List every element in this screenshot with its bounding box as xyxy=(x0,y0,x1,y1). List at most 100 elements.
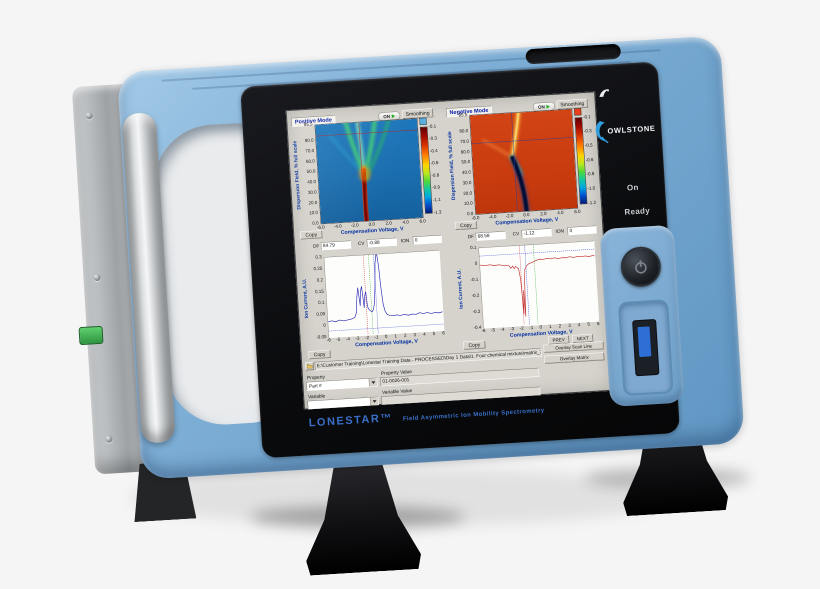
positive-scan-trace xyxy=(324,251,444,338)
negative-scan-plot[interactable] xyxy=(478,241,599,329)
lonestar-instrument: Positive Mode ON Smoothing Dispersion Fi… xyxy=(71,36,745,485)
tick-label: 2.0 xyxy=(540,211,547,216)
df-field[interactable]: 68.58 xyxy=(475,231,505,241)
tick-label: -3 xyxy=(510,327,514,332)
tick-label: 60.0 xyxy=(461,149,470,154)
negative-smoothing-button[interactable]: Smoothing xyxy=(557,99,588,110)
tick-label: -0.2 xyxy=(471,293,479,298)
cv-label: CV xyxy=(512,231,519,237)
tick-label: 0 xyxy=(539,325,542,330)
tick-label: -1.0 xyxy=(587,186,595,191)
power-icon xyxy=(632,258,649,275)
dropdown-button[interactable] xyxy=(369,378,377,386)
tick-label: 0.2 xyxy=(317,278,324,283)
chevron-down-icon xyxy=(371,381,375,384)
tick-label: 40.0 xyxy=(462,170,471,175)
tick-label: -0.6 xyxy=(586,157,594,162)
tick-label: -4 xyxy=(346,337,350,342)
toggle-led-icon xyxy=(546,104,550,108)
tick-label: -3 xyxy=(355,336,359,341)
negative-mode-panel: Negative Mode ON Smoothing Dispersion Fi… xyxy=(445,94,603,245)
toggle-on-label: ON xyxy=(383,114,390,119)
tick-label: 0 xyxy=(323,323,326,328)
negative-copy-button[interactable]: Copy xyxy=(455,221,477,230)
tick-label: 2 xyxy=(559,324,562,329)
tick-label: 30.0 xyxy=(308,190,317,195)
tick-label: -6 xyxy=(327,338,331,343)
tick-label: 0.25 xyxy=(313,266,322,271)
tick-label: 0.05 xyxy=(316,312,325,317)
cv-field[interactable]: -0.88 xyxy=(367,238,397,248)
positive-mode-panel: Positive Mode ON Smoothing Dispersion Fi… xyxy=(290,104,448,255)
ion-field[interactable]: 0 xyxy=(413,235,442,245)
tick-label: 0.0 xyxy=(368,222,375,227)
tick-label: 0.3 xyxy=(315,255,322,260)
tick-label: 6 xyxy=(442,331,445,336)
tick-label: 10.0 xyxy=(464,201,473,206)
tick-label: 95.5 xyxy=(458,113,467,118)
tick-label: -1 xyxy=(374,335,378,340)
tick-label: 30.0 xyxy=(463,180,472,185)
tick-label: -0.8 xyxy=(431,173,439,178)
df-field[interactable]: 84.79 xyxy=(321,240,351,250)
tick-label: 0.1 xyxy=(318,300,325,305)
variable-label: Variable xyxy=(308,393,325,400)
owl-mark-icon xyxy=(595,86,616,103)
ion-field[interactable]: 0 xyxy=(567,225,596,235)
lonestar-ui: Positive Mode ON Smoothing Dispersion Fi… xyxy=(286,91,614,409)
positive-scan-plot[interactable] xyxy=(324,250,445,338)
tick-label: -4.0 xyxy=(334,224,342,229)
ion-label: ION xyxy=(555,228,564,234)
tick-label: 2 xyxy=(404,333,407,338)
tick-label: 6.0 xyxy=(574,209,581,214)
tick-label: 80.0 xyxy=(459,129,468,134)
brand-name: OWLSTONE xyxy=(607,124,655,136)
tick-label: -2 xyxy=(365,336,369,341)
property-dropdown-value: Part # xyxy=(307,380,369,389)
tick-label: 70.0 xyxy=(460,139,469,144)
tick-label: -0.4 xyxy=(473,325,481,330)
tick-label: 1 xyxy=(394,334,397,339)
positive-scan-copy-button[interactable]: Copy xyxy=(308,350,330,359)
tick-label: 0 xyxy=(385,334,388,339)
tick-label: 50.0 xyxy=(307,169,316,174)
gas-connector xyxy=(78,326,103,345)
variable-dropdown-value xyxy=(308,402,370,406)
tick-label: -6 xyxy=(481,328,485,333)
tick-label: 3 xyxy=(568,323,571,328)
tick-label: -0.05 xyxy=(316,335,327,340)
positive-smoothing-button[interactable]: Smoothing xyxy=(402,108,433,119)
negative-scan-copy-button[interactable]: Copy xyxy=(463,340,485,349)
tick-label: -2 xyxy=(520,326,524,331)
dropdown-button[interactable] xyxy=(370,397,378,405)
tick-label: -1.2 xyxy=(588,200,596,205)
tick-label: -1 xyxy=(529,325,533,330)
tick-label: 50.0 xyxy=(461,160,470,165)
tick-label: 2.0 xyxy=(385,221,392,226)
tick-label: -2.0 xyxy=(351,223,359,228)
negative-heatmap[interactable] xyxy=(469,109,578,215)
tick-label: 20.0 xyxy=(463,191,472,196)
power-button[interactable] xyxy=(620,246,662,288)
tick-label: -1.3 xyxy=(434,210,442,215)
browse-file-button[interactable] xyxy=(305,362,314,371)
tick-label: 20.0 xyxy=(308,200,317,205)
positive-copy-button[interactable]: Copy xyxy=(300,230,322,239)
cv-field[interactable]: -1.12 xyxy=(521,228,551,238)
cv-label: CV xyxy=(358,241,365,247)
df-label: DF xyxy=(468,234,475,240)
touchscreen: Positive Mode ON Smoothing Dispersion Fi… xyxy=(286,91,614,409)
toggle-on-label: ON xyxy=(538,104,545,109)
tick-label: -1.1 xyxy=(433,197,441,202)
tick-label: -0.3 xyxy=(429,136,437,141)
tick-label: 10.0 xyxy=(309,211,318,216)
usb-tab xyxy=(638,326,652,357)
tick-label: 95.5 xyxy=(304,122,313,127)
control-pod xyxy=(599,225,684,407)
overlay-matrix-button[interactable]: Overlay Matrix xyxy=(544,352,604,364)
positive-heatmap[interactable] xyxy=(315,118,424,224)
tick-label: 0.1 xyxy=(470,245,477,250)
tick-label: 1 xyxy=(549,324,552,329)
tick-label: 6 xyxy=(597,321,600,326)
